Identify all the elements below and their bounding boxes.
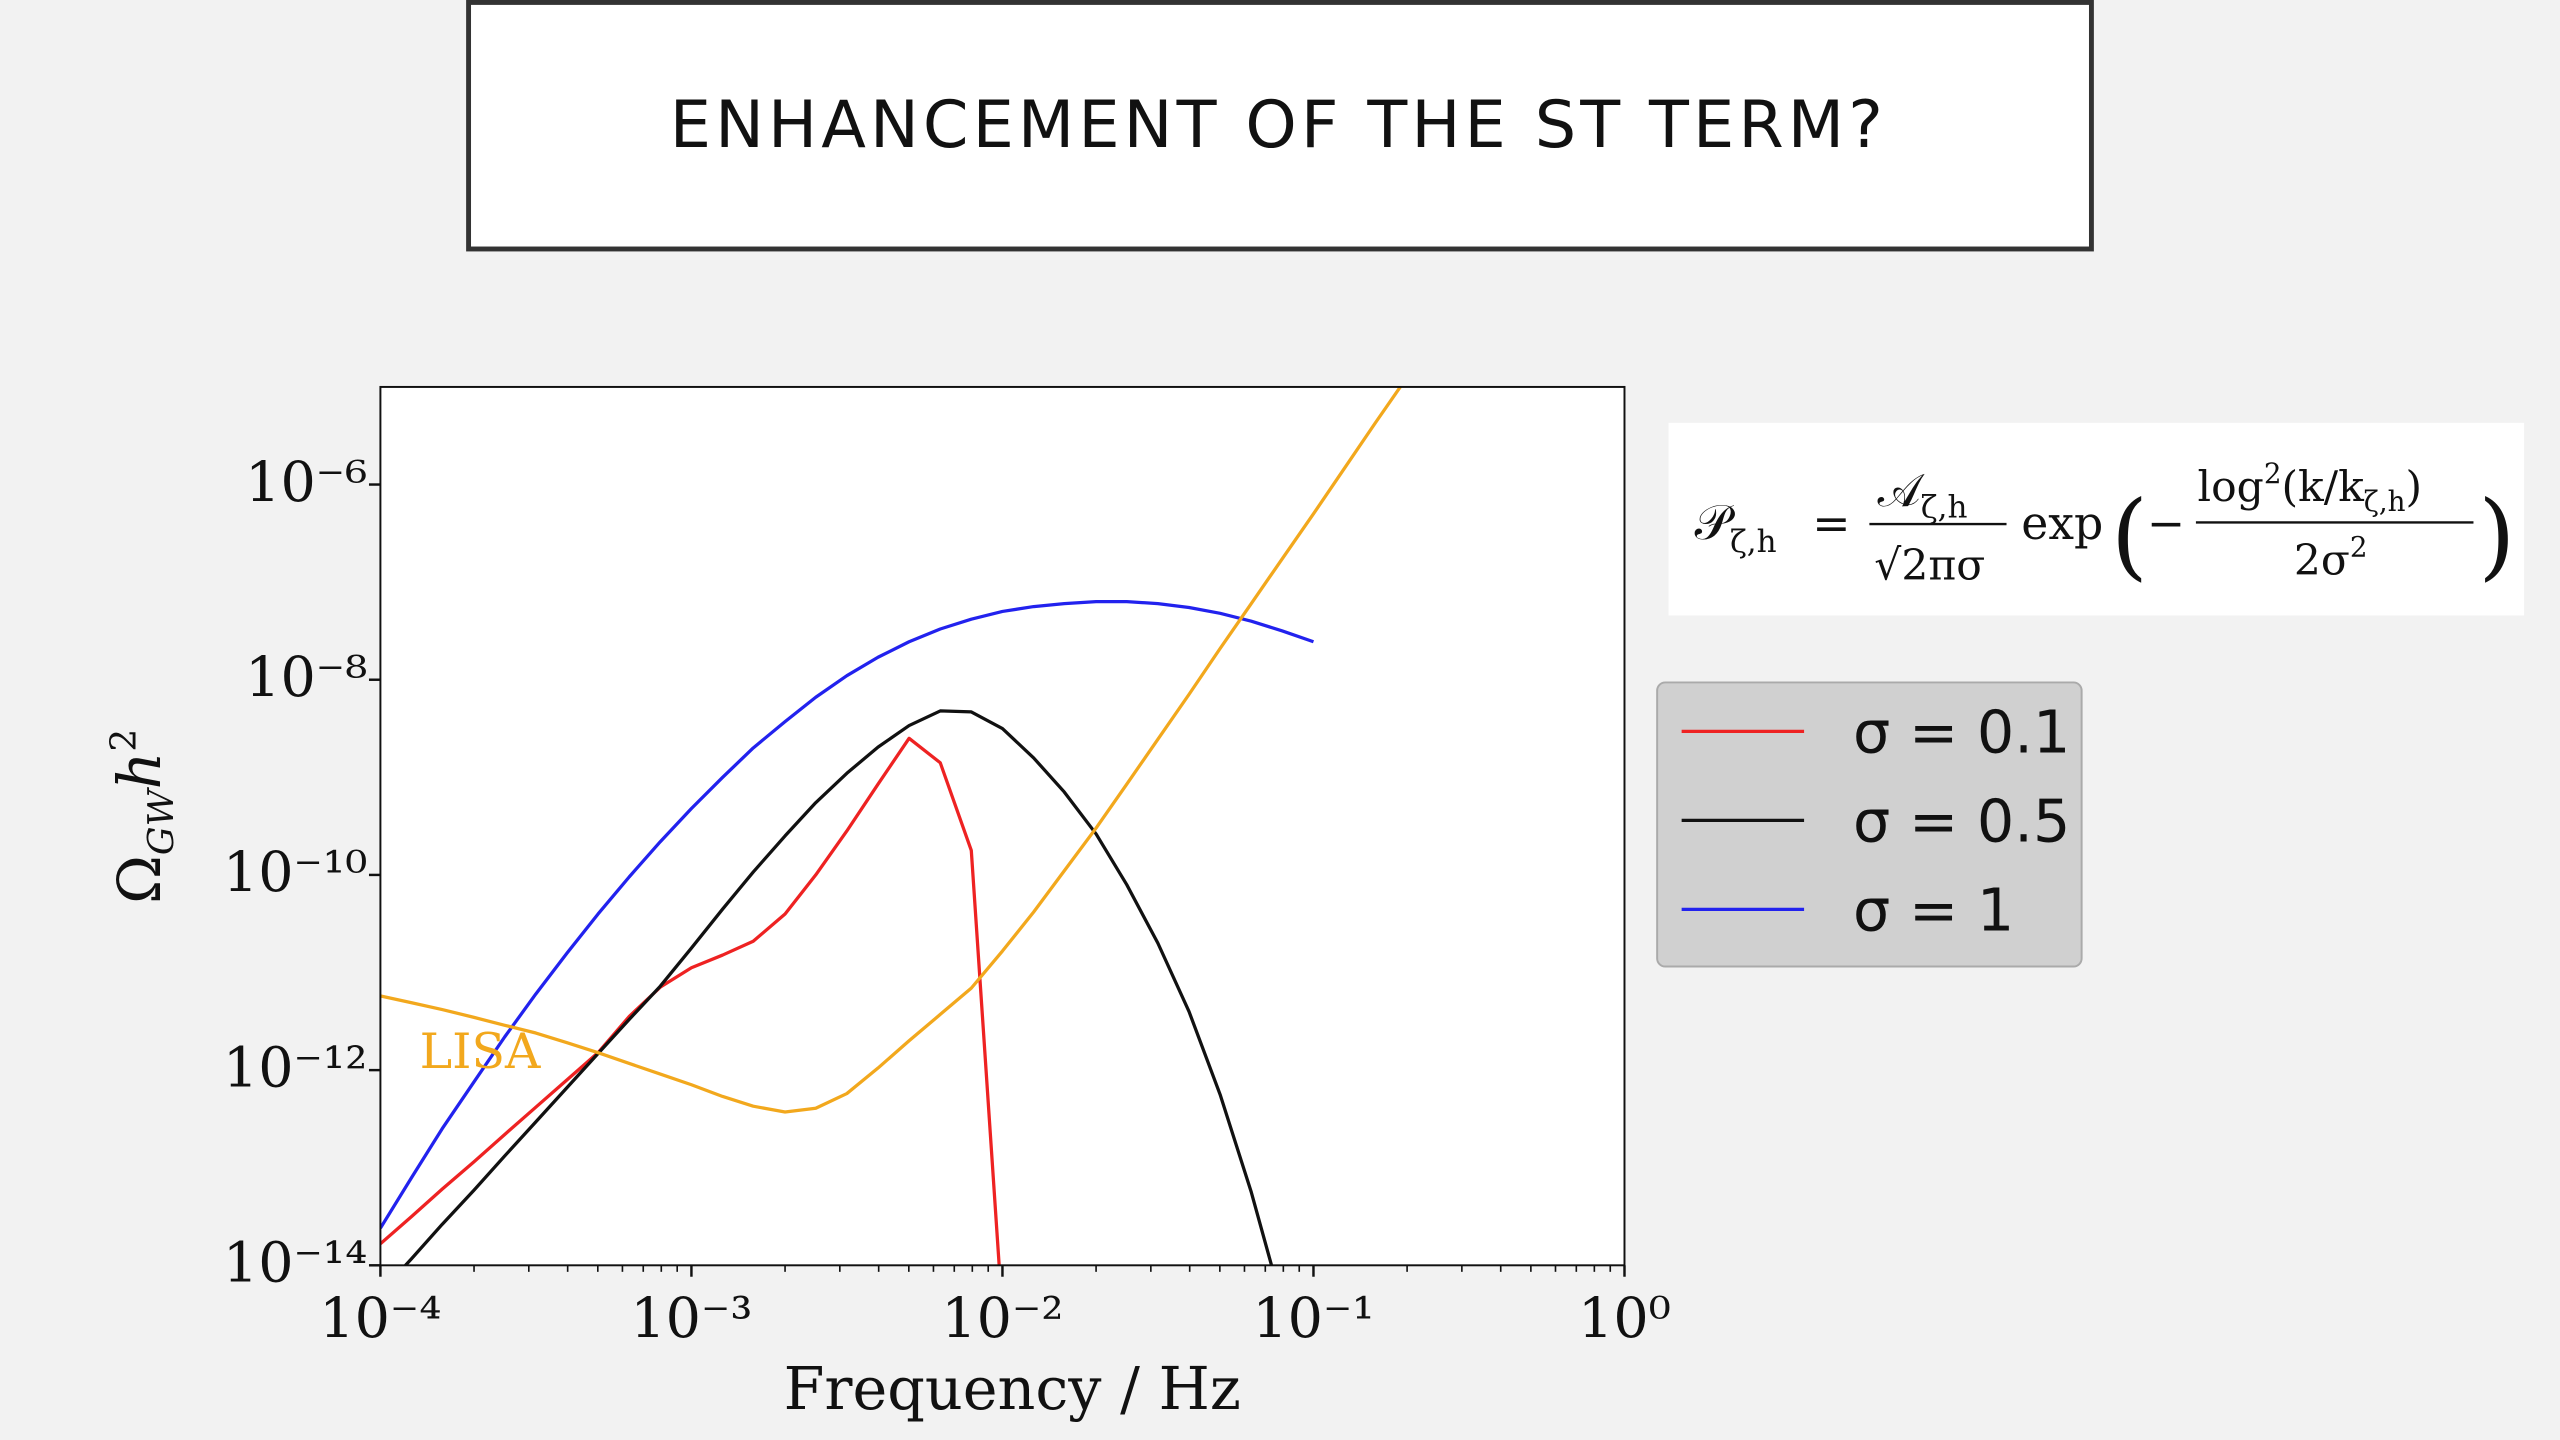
- x-tick-label: 10⁻⁴: [319, 1286, 441, 1351]
- legend-label: σ = 0.1: [1853, 698, 2070, 767]
- equals: =: [1812, 497, 1850, 550]
- series-line: [380, 386, 1403, 1114]
- paren: ): [2406, 463, 2423, 512]
- legend-label: σ = 1: [1853, 876, 2014, 945]
- symbol: 𝒜: [1878, 464, 1926, 517]
- series-line: [380, 600, 1315, 1230]
- x-tick-label: 10⁻²: [941, 1286, 1063, 1351]
- y-axis-label: ΩGWh2: [104, 729, 183, 904]
- subscript: ζ,h: [1730, 524, 1777, 560]
- x-axis-label: Frequency / Hz: [784, 1354, 1241, 1423]
- paren: ): [2478, 481, 2515, 591]
- formula: 𝒫ζ,h = 𝒜ζ,h √2πσ exp ( − log2(k/kζ,h) 2σ…: [1695, 457, 2516, 591]
- title-box: [466, 0, 2094, 252]
- subscript: ζ,h: [1921, 490, 1968, 526]
- minus: −: [2147, 497, 2185, 550]
- x-tick-label: 10⁰: [1578, 1286, 1671, 1351]
- y-tick-label: 10⁻⁸: [245, 645, 367, 710]
- subscript: GW: [141, 786, 182, 855]
- omega: Ω: [105, 855, 174, 904]
- legend-box: [1656, 681, 2083, 968]
- superscript: 2: [2264, 457, 2282, 490]
- superscript: 2: [2350, 531, 2368, 564]
- formula-box: [1668, 422, 2525, 616]
- y-tick-label: 10⁻¹²: [223, 1035, 367, 1100]
- series-label: LISA: [420, 1023, 541, 1080]
- legend-label: σ = 0.5: [1853, 787, 2070, 856]
- superscript: 2: [104, 729, 145, 752]
- log: log: [2198, 463, 2264, 512]
- series-line: [380, 736, 1001, 1266]
- denominator: √2πσ: [1874, 542, 1985, 591]
- slide-title: ENHANCEMENT OF THE ST TERM?: [670, 87, 1887, 163]
- y-tick-label: 10⁻⁶: [245, 450, 367, 515]
- y-tick-label: 10⁻¹⁰: [223, 840, 367, 905]
- legend: σ = 0.1 σ = 0.5 σ = 1: [1681, 698, 2070, 945]
- den: 2σ: [2294, 537, 2350, 586]
- plot-area: [380, 386, 1625, 1266]
- numerator: 𝒜ζ,h: [1878, 464, 1968, 525]
- series-line: [403, 709, 1274, 1266]
- exp: exp: [2021, 497, 2103, 550]
- x-tick-label: 10⁻³: [630, 1286, 752, 1351]
- paren: (: [2111, 481, 2148, 591]
- formula-lhs: 𝒫ζ,h: [1695, 494, 1777, 560]
- subscript: ζ,h: [2364, 485, 2406, 518]
- series-layer: LISA: [380, 386, 1403, 1266]
- axes: 10⁻⁴ 10⁻³ 10⁻² 10⁻¹ 10⁰ 10⁻¹⁴ 10⁻¹² 10⁻¹⁰ 10⁻⁸ 10…: [223, 450, 1671, 1351]
- h: h: [105, 752, 174, 790]
- denominator: 2σ2: [2294, 531, 2368, 586]
- symbol: 𝒫: [1695, 494, 1736, 551]
- x-tick-label: 10⁻¹: [1252, 1286, 1374, 1351]
- argument: (k/k: [2282, 463, 2365, 512]
- numerator: log2(k/kζ,h): [2198, 457, 2423, 518]
- y-tick-label: 10⁻¹⁴: [223, 1231, 367, 1296]
